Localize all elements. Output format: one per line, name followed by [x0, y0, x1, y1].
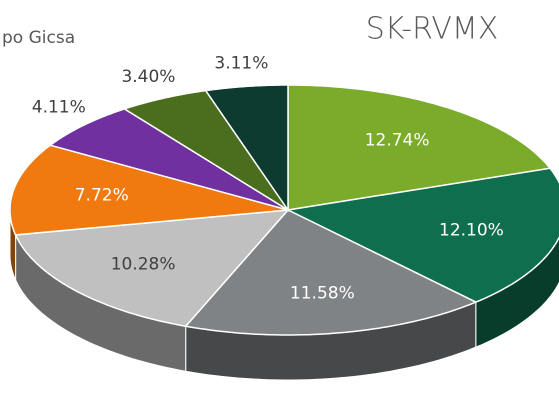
slice: [9, 144, 289, 236]
data-label: 4.11%: [32, 97, 86, 117]
data-label: 12.74%: [365, 131, 430, 151]
slice: [287, 84, 552, 211]
slice: [48, 108, 289, 211]
data-label: 10.28%: [111, 255, 176, 275]
slice: [204, 84, 289, 213]
data-label: 7.72%: [75, 185, 129, 205]
data-label: 12.10%: [439, 221, 504, 241]
data-label: 3.11%: [214, 54, 268, 74]
slice: [14, 209, 290, 328]
slice: [122, 89, 289, 211]
chart-title: SK-RVMX: [366, 12, 499, 47]
annotation: po Gicsa: [2, 28, 75, 48]
data-label: 11.58%: [290, 284, 355, 304]
slice: [285, 167, 559, 303]
slice: [184, 209, 478, 336]
data-label: 3.40%: [121, 67, 175, 87]
